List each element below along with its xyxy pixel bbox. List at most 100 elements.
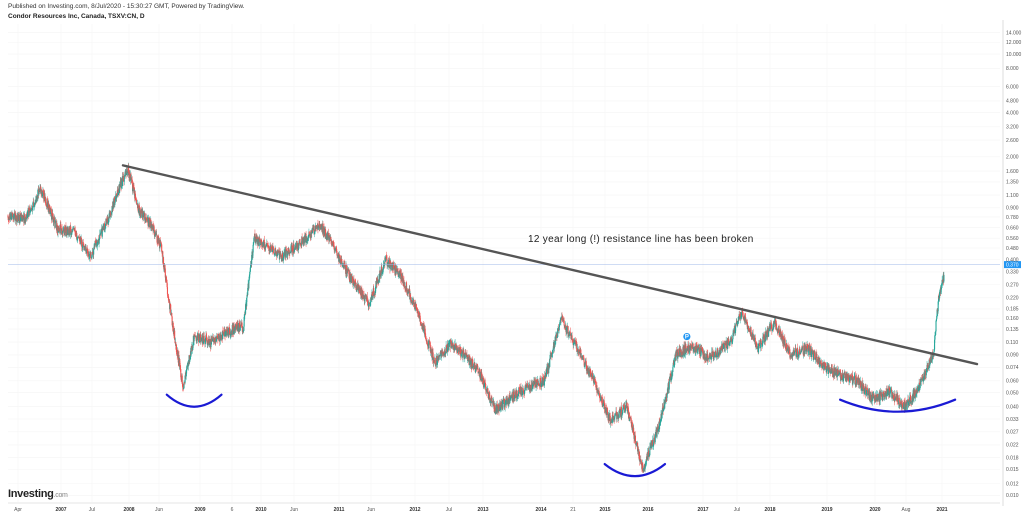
candle-body xyxy=(337,254,339,256)
candle-body xyxy=(862,384,864,391)
candle-body xyxy=(105,224,107,226)
candle-body xyxy=(489,397,491,400)
candle-body xyxy=(409,295,412,298)
candle-body xyxy=(630,417,632,424)
candle-body xyxy=(655,434,657,435)
candle-body xyxy=(123,176,125,182)
candle-body xyxy=(385,255,387,260)
candle-body xyxy=(65,225,67,233)
candle-body xyxy=(144,213,146,221)
candle-body xyxy=(435,364,437,367)
candle-body xyxy=(234,327,236,333)
candle-body xyxy=(12,215,14,219)
candle-body xyxy=(307,237,309,238)
candle-body xyxy=(226,329,228,336)
candle-body xyxy=(816,354,818,363)
candle-body xyxy=(150,220,152,227)
candle-body xyxy=(514,390,516,395)
candle-body xyxy=(381,266,383,270)
candle-body xyxy=(807,348,809,353)
grid xyxy=(8,24,1000,502)
candle-body xyxy=(343,265,345,269)
candle-body xyxy=(405,282,408,291)
candle-body xyxy=(331,243,333,246)
candle-body xyxy=(821,363,823,367)
candle-body xyxy=(349,273,351,282)
candle-body xyxy=(155,233,157,236)
candle-body xyxy=(534,381,536,385)
candle-body xyxy=(882,394,884,401)
candle-body xyxy=(442,352,444,355)
candle-body xyxy=(872,393,874,400)
candle-body xyxy=(277,250,279,252)
candle-body xyxy=(799,353,801,355)
candle-body xyxy=(664,404,666,408)
candle-body xyxy=(518,387,520,394)
candle-body xyxy=(133,186,135,193)
candle-body xyxy=(648,450,650,456)
candle-body xyxy=(130,174,132,177)
candle-body xyxy=(447,343,449,345)
candle-body xyxy=(123,181,125,183)
candle-body xyxy=(401,280,403,282)
candle-body xyxy=(596,390,598,393)
candle-body xyxy=(829,371,832,374)
candle-body xyxy=(327,232,329,239)
candle-body xyxy=(267,245,269,247)
candle-body xyxy=(847,378,849,380)
candle-body xyxy=(557,328,559,331)
candle-body xyxy=(80,238,82,244)
candle-body xyxy=(842,373,844,375)
candle-body xyxy=(393,267,395,269)
candle-body xyxy=(76,239,78,241)
candle-body xyxy=(569,331,571,336)
candle-body xyxy=(780,331,782,338)
candle-body xyxy=(75,233,77,235)
candle-body xyxy=(39,188,41,192)
candle-body xyxy=(415,304,417,308)
candle-body xyxy=(810,350,813,357)
candle-body xyxy=(434,361,436,362)
candle-body xyxy=(386,256,388,259)
candle-body xyxy=(527,386,529,389)
candle-body xyxy=(181,375,183,384)
candle-body xyxy=(463,353,465,357)
candle-body xyxy=(588,369,590,371)
candle-body xyxy=(399,270,401,272)
candle-body xyxy=(852,379,854,385)
candle-body xyxy=(38,191,40,195)
candle-body xyxy=(377,279,379,281)
candle-body xyxy=(772,329,774,331)
candle-body xyxy=(813,353,815,360)
candle-body xyxy=(710,356,712,360)
candle-body xyxy=(268,246,270,248)
candle-body xyxy=(564,326,566,328)
candle-body xyxy=(467,356,469,361)
candle-body xyxy=(38,191,40,193)
candle-body xyxy=(102,227,104,230)
candle-body xyxy=(51,216,53,220)
candle-body xyxy=(198,334,201,343)
candle-body xyxy=(116,189,118,197)
candle-body xyxy=(551,353,553,358)
candle-body xyxy=(393,268,395,270)
candle-body xyxy=(428,341,430,349)
candle-body xyxy=(652,445,654,447)
candle-body xyxy=(8,219,10,221)
candle-body xyxy=(380,273,382,277)
candle-body xyxy=(194,334,196,336)
candle-body xyxy=(216,335,218,340)
candle-body xyxy=(79,241,81,242)
candle-body xyxy=(538,385,540,387)
candle-body xyxy=(117,189,119,193)
candle-body xyxy=(40,186,42,189)
candle-body xyxy=(352,282,354,286)
candle-body xyxy=(219,334,221,341)
candle-body xyxy=(148,218,151,228)
candle-body xyxy=(741,312,743,316)
candle-body xyxy=(76,232,78,240)
candle-body xyxy=(172,323,174,333)
candle-body xyxy=(889,392,891,398)
candle-body xyxy=(370,297,372,300)
